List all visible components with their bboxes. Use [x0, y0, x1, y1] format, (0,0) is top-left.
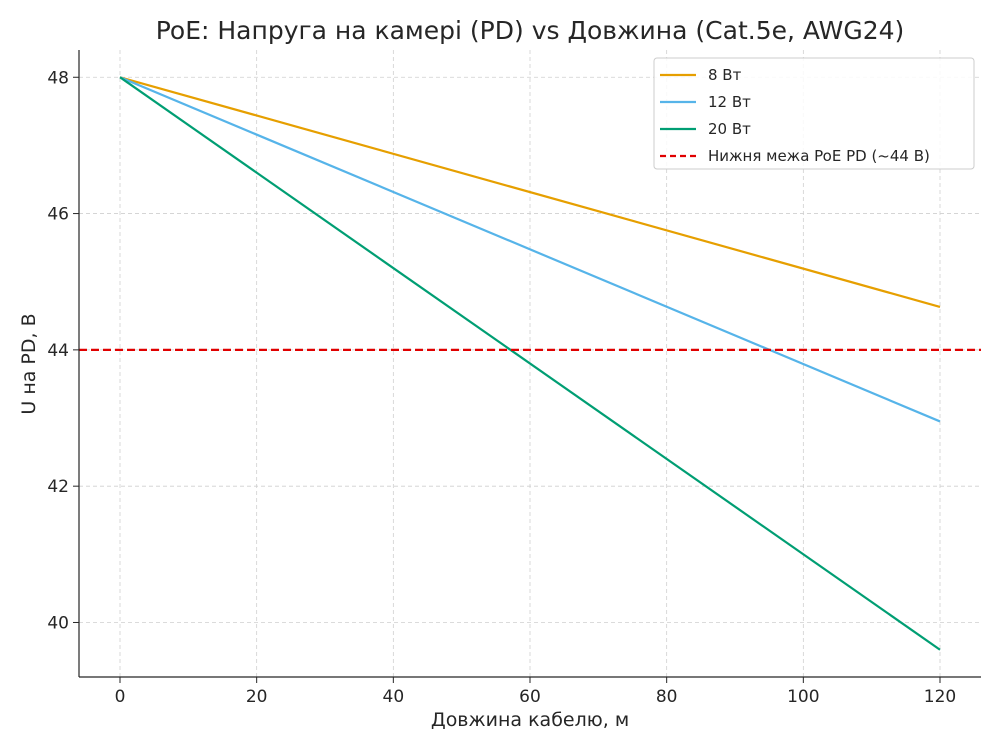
legend-label: Нижня межа PoE PD (~44 В): [708, 147, 930, 165]
x-tick-label: 0: [115, 687, 126, 707]
x-tick-label: 40: [383, 687, 405, 707]
y-tick-label: 40: [47, 613, 69, 633]
y-tick-label: 46: [47, 205, 69, 225]
x-axis-label: Довжина кабелю, м: [431, 709, 629, 731]
y-tick-label: 48: [47, 68, 69, 88]
y-axis-label: U на PD, В: [18, 313, 40, 414]
legend-items: 8 Вт 12 Вт 20 Вт Нижня межа PoE PD (~44 В): [660, 66, 930, 165]
series-layer: [79, 76, 981, 651]
series-line: [119, 76, 941, 423]
x-tick-label: 20: [246, 687, 268, 707]
legend-label: 20 Вт: [708, 120, 751, 138]
x-tick-label: 80: [656, 687, 678, 707]
y-tick-label: 42: [47, 477, 69, 497]
legend: 8 Вт 12 Вт 20 Вт Нижня межа PoE PD (~44 В): [653, 57, 975, 170]
x-tick-label: 100: [787, 687, 819, 707]
x-tick-label: 120: [924, 687, 956, 707]
chart-title: PoE: Напруга на камері (PD) vs Довжина (…: [156, 16, 905, 45]
tick-layer: 0 20 40 60 80 100 120 40 42 44 46 48: [47, 68, 956, 707]
legend-label: 12 Вт: [708, 93, 751, 111]
y-tick-label: 44: [47, 341, 69, 361]
x-tick-label: 60: [519, 687, 541, 707]
series-line: [119, 76, 941, 308]
legend-label: 8 Вт: [708, 66, 742, 84]
series-line: [119, 76, 941, 651]
legend-box: [653, 57, 975, 170]
